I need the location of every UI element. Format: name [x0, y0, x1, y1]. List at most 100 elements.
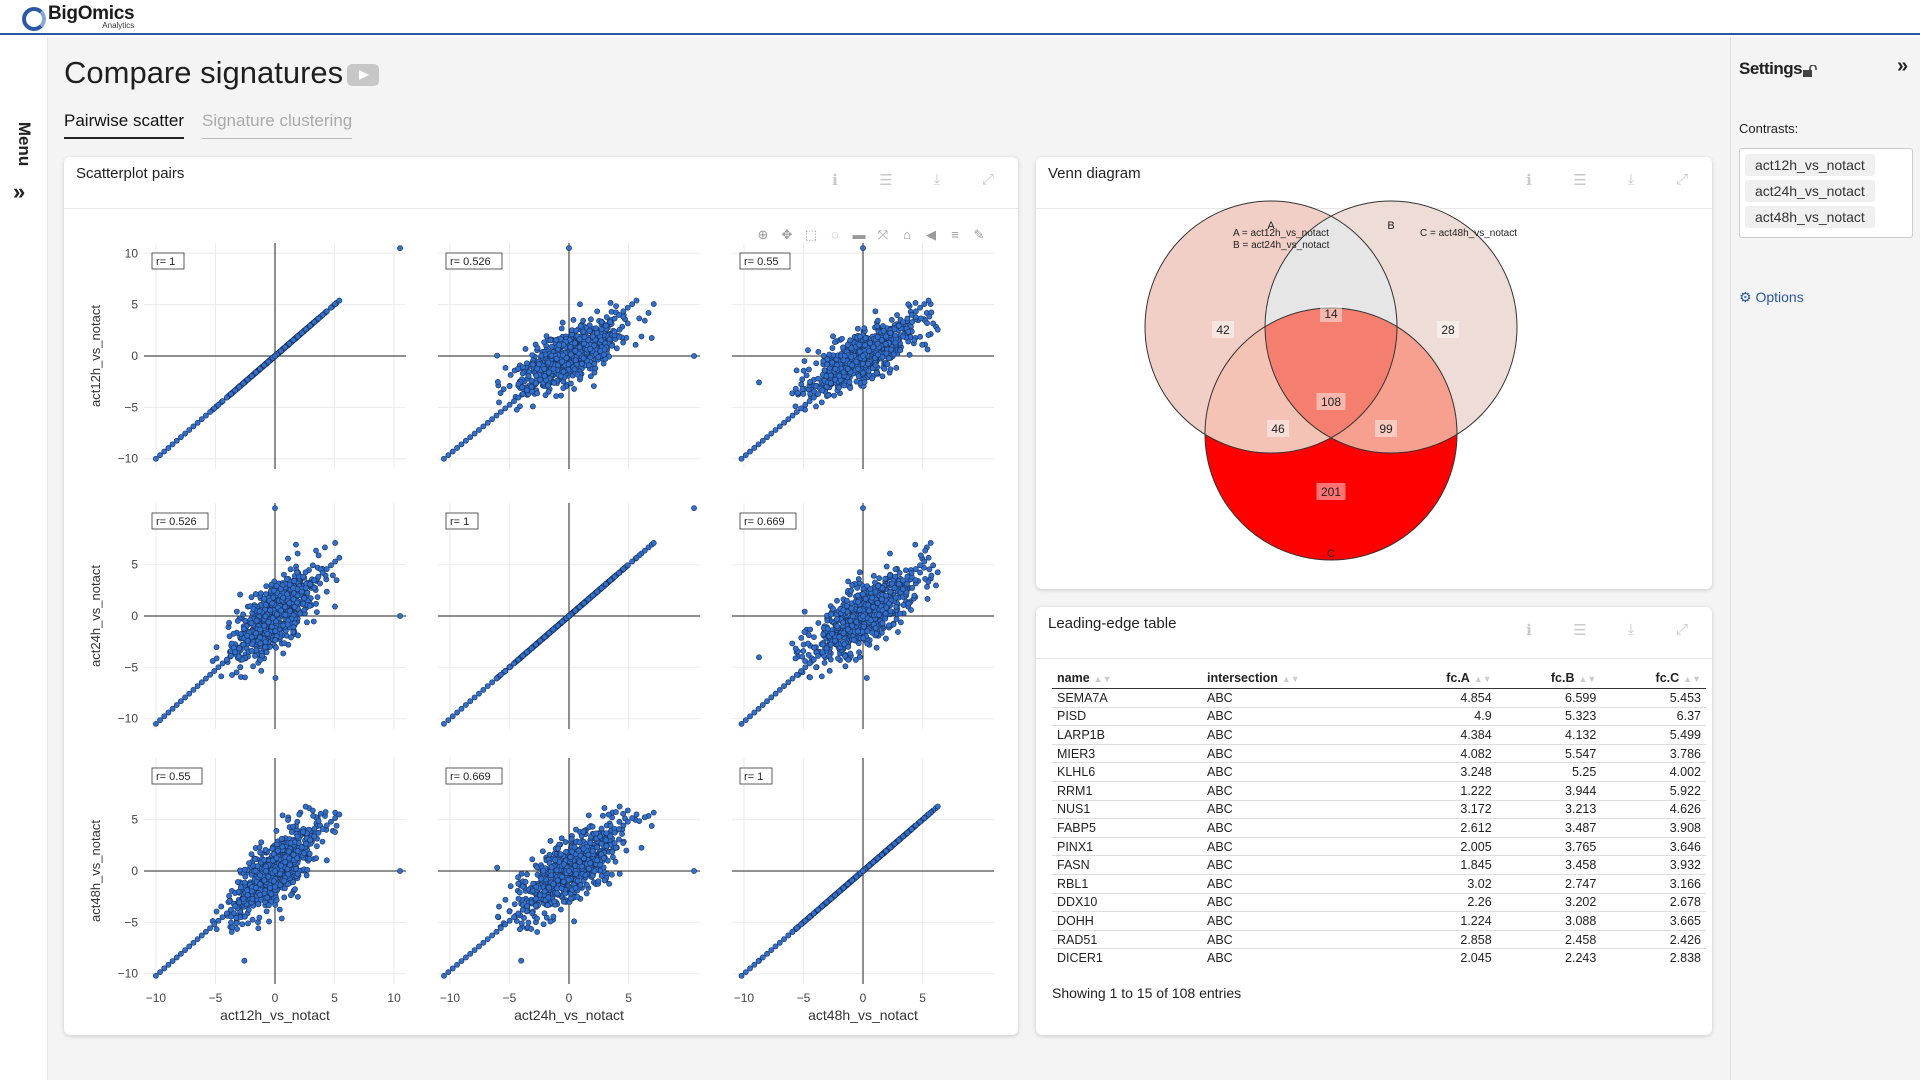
menu-icon[interactable]: ☰: [879, 172, 893, 189]
hover-closest-icon[interactable]: ◀: [926, 227, 936, 242]
data-point: [476, 427, 482, 433]
data-point: [875, 583, 881, 589]
info-icon[interactable]: ℹ: [832, 172, 838, 189]
data-point: [926, 566, 933, 573]
data-point: [265, 358, 272, 365]
hover-compare-icon[interactable]: ≡: [951, 227, 959, 242]
data-point: [283, 576, 290, 582]
data-point: [800, 391, 807, 397]
data-point: [211, 668, 218, 674]
tab-pairwise-scatter[interactable]: Pairwise scatter: [64, 111, 184, 139]
data-point: [218, 903, 225, 910]
data-point: [806, 398, 813, 405]
data-point: [805, 651, 812, 658]
download-icon[interactable]: ⤓: [933, 171, 941, 188]
data-point: [886, 572, 893, 579]
data-point: [263, 601, 269, 608]
data-point: [834, 623, 841, 630]
data-point: [803, 372, 810, 379]
data-point: [169, 441, 176, 448]
data-point: [849, 362, 855, 369]
data-point: [905, 600, 912, 607]
zoom-out-icon[interactable]: ▬: [852, 227, 866, 242]
data-point: [576, 336, 583, 342]
data-point: [806, 660, 813, 667]
data-point: [878, 337, 885, 343]
data-point: [515, 365, 522, 372]
data-point: [309, 562, 316, 569]
data-point: [893, 616, 900, 622]
lasso-select-icon[interactable]: ◌: [831, 227, 839, 242]
data-point: [815, 375, 821, 382]
data-point: [303, 872, 310, 879]
autoscale-icon[interactable]: ⤧: [877, 227, 889, 242]
data-point: [883, 635, 889, 642]
data-point: [506, 664, 513, 671]
data-point: [912, 541, 919, 548]
data-point: [161, 713, 168, 720]
data-point: [223, 394, 230, 401]
data-point: [502, 364, 509, 371]
data-point: [576, 344, 583, 351]
data-point: [645, 310, 652, 316]
data-point: [598, 585, 605, 591]
youtube-icon[interactable]: [347, 64, 379, 86]
data-point: [908, 569, 915, 576]
data-point: [887, 588, 894, 595]
data-point: [248, 647, 255, 654]
expand-icon[interactable]: ⤢: [981, 171, 994, 188]
y-axis-label: act12h_vs_notact: [88, 305, 103, 407]
home-icon[interactable]: ⌂: [903, 227, 911, 242]
data-point: [872, 308, 879, 315]
menu-rail: Menu »: [0, 37, 48, 1080]
bigomics-logo[interactable]: BigOmics Analytics: [22, 4, 135, 31]
data-point: [301, 607, 308, 613]
data-point: [792, 655, 799, 662]
data-point: [262, 644, 269, 651]
data-point: [890, 621, 897, 628]
data-point: [484, 419, 491, 426]
edit-icon[interactable]: ✎: [973, 227, 985, 242]
menu-expand-icon[interactable]: »: [13, 179, 26, 204]
data-point: [566, 245, 572, 252]
data-point: [252, 652, 258, 659]
data-point: [895, 322, 902, 329]
data-point: [198, 416, 205, 423]
data-point: [633, 297, 640, 304]
data-point: [620, 308, 627, 315]
data-point: [917, 333, 923, 340]
data-point: [240, 641, 247, 648]
data-point: [589, 333, 596, 340]
menu-label[interactable]: Menu: [15, 121, 34, 167]
data-point: [805, 640, 811, 647]
data-point: [869, 594, 876, 601]
data-point: [550, 365, 557, 372]
data-point: [883, 592, 889, 599]
data-point: [903, 567, 909, 574]
data-point: [471, 430, 478, 437]
data-point: [785, 679, 792, 686]
scatter-panel: r= 0.55: [732, 243, 994, 469]
pan-icon[interactable]: ✥: [781, 227, 793, 242]
data-point: [870, 603, 877, 610]
data-point: [232, 649, 239, 656]
data-point: [860, 635, 867, 641]
data-point: [869, 375, 876, 382]
data-point: [828, 611, 834, 618]
tab-signature-clustering[interactable]: Signature clustering: [201, 111, 353, 139]
data-point: [548, 343, 555, 350]
zoom-icon[interactable]: ⊕: [757, 227, 769, 242]
data-point: [853, 358, 860, 365]
data-point: [878, 596, 885, 603]
data-point: [880, 323, 886, 329]
data-point: [921, 301, 928, 308]
data-point: [194, 419, 201, 426]
data-point: [315, 573, 322, 580]
box-select-icon[interactable]: ⬚: [804, 227, 818, 242]
data-point: [541, 339, 548, 346]
data-point: [883, 604, 890, 611]
data-point: [541, 634, 548, 640]
data-point: [827, 380, 834, 387]
data-point: [893, 603, 900, 610]
